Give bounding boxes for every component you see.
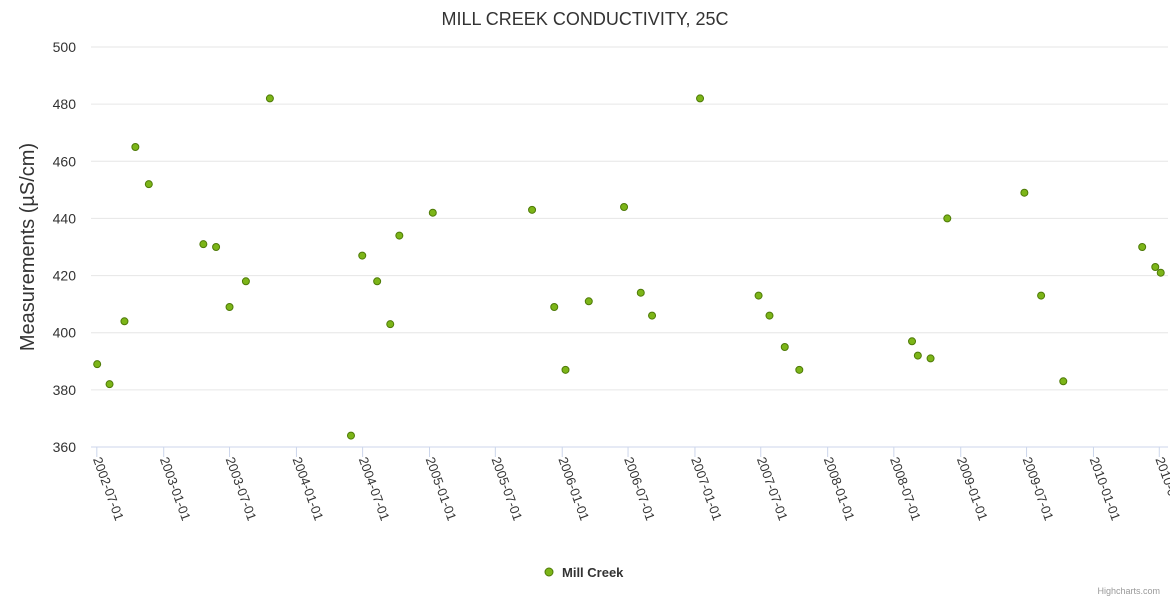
data-point[interactable] bbox=[780, 343, 789, 351]
data-point[interactable] bbox=[1020, 188, 1029, 197]
data-point[interactable] bbox=[795, 365, 804, 374]
data-point[interactable] bbox=[913, 351, 922, 360]
x-tick-label: 2002-07-01 bbox=[90, 455, 127, 523]
data-point[interactable] bbox=[358, 251, 367, 260]
data-point[interactable] bbox=[395, 231, 404, 240]
data-point[interactable] bbox=[225, 303, 234, 311]
data-point[interactable] bbox=[765, 311, 774, 320]
x-tick-label: 2003-01-01 bbox=[157, 455, 194, 523]
data-point[interactable] bbox=[265, 94, 274, 103]
y-tick-label: 440 bbox=[53, 210, 77, 226]
data-point[interactable] bbox=[428, 208, 437, 217]
data-point[interactable] bbox=[943, 214, 952, 223]
y-axis-title: Measurements (µS/cm) bbox=[17, 143, 39, 351]
x-axis: 2002-07-01 2003-01-01 2003-07-01 2004-01-01… bbox=[90, 446, 1170, 523]
data-point[interactable] bbox=[144, 180, 153, 189]
data-point[interactable] bbox=[241, 277, 250, 286]
data-point[interactable] bbox=[528, 205, 537, 214]
legend[interactable]: Mill Creek bbox=[544, 565, 624, 580]
data-point[interactable] bbox=[346, 431, 355, 440]
y-tick-label: 420 bbox=[53, 268, 77, 284]
data-point[interactable] bbox=[754, 291, 763, 300]
data-point[interactable] bbox=[1037, 291, 1046, 300]
credits-link[interactable]: Highcharts.com bbox=[1097, 586, 1160, 596]
data-point[interactable] bbox=[105, 380, 114, 389]
x-tick-label: 2004-07-01 bbox=[356, 455, 393, 523]
x-tick-label: 2009-07-01 bbox=[1020, 455, 1057, 523]
y-axis: 360 380 400 420 440 460 480 500 bbox=[53, 39, 77, 455]
y-tick-label: 360 bbox=[53, 439, 77, 455]
data-point[interactable] bbox=[648, 311, 657, 320]
x-tick-label: 2010-07-01 bbox=[1152, 455, 1170, 523]
x-tick-label: 2006-01-01 bbox=[555, 455, 592, 523]
data-point[interactable] bbox=[926, 354, 935, 363]
y-tick-label: 380 bbox=[53, 382, 77, 398]
data-point[interactable] bbox=[120, 317, 129, 326]
data-point[interactable] bbox=[1138, 243, 1147, 251]
data-point[interactable] bbox=[93, 360, 102, 369]
x-tick-label: 2003-07-01 bbox=[223, 455, 260, 523]
data-point[interactable] bbox=[908, 337, 917, 346]
x-tick-label: 2008-01-01 bbox=[821, 455, 858, 523]
data-point[interactable] bbox=[584, 297, 593, 306]
x-tick-label: 2009-01-01 bbox=[954, 455, 991, 523]
x-tick-label: 2006-07-01 bbox=[621, 455, 658, 523]
x-tick-label: 2005-01-01 bbox=[423, 455, 460, 523]
y-tick-label: 480 bbox=[53, 96, 77, 112]
data-point[interactable] bbox=[561, 365, 570, 374]
data-point[interactable] bbox=[620, 203, 629, 211]
legend-marker bbox=[544, 567, 554, 577]
x-tick-label: 2007-01-01 bbox=[688, 455, 725, 523]
data-point[interactable] bbox=[373, 277, 382, 286]
data-point[interactable] bbox=[131, 143, 140, 151]
data-point[interactable] bbox=[1151, 263, 1160, 271]
data-point[interactable] bbox=[1156, 268, 1165, 277]
y-tick-label: 460 bbox=[53, 153, 77, 169]
x-tick-label: 2005-07-01 bbox=[489, 455, 526, 523]
y-tick-label: 500 bbox=[53, 39, 77, 55]
x-tick-label: 2004-01-01 bbox=[290, 455, 327, 523]
grid-lines bbox=[91, 46, 1168, 391]
data-point[interactable] bbox=[696, 94, 705, 103]
data-point[interactable] bbox=[1059, 377, 1068, 386]
chart-title: MILL CREEK CONDUCTIVITY, 25C bbox=[441, 9, 728, 29]
data-point[interactable] bbox=[550, 303, 559, 311]
x-tick-label: 2008-07-01 bbox=[887, 455, 924, 523]
data-point[interactable] bbox=[212, 243, 221, 251]
x-tick-label: 2010-01-01 bbox=[1087, 455, 1124, 523]
data-point[interactable] bbox=[636, 288, 645, 297]
data-points bbox=[93, 94, 1165, 440]
y-tick-label: 400 bbox=[53, 325, 77, 341]
x-tick-label: 2007-07-01 bbox=[754, 455, 791, 523]
data-point[interactable] bbox=[199, 240, 208, 249]
legend-item-mill-creek[interactable]: Mill Creek bbox=[562, 565, 624, 580]
data-point[interactable] bbox=[386, 320, 395, 329]
